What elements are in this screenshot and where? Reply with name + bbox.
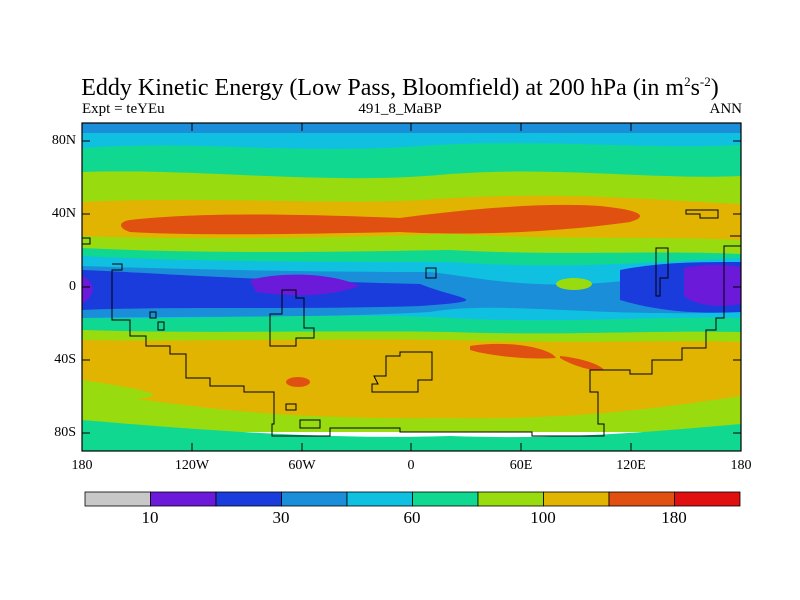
colorbar-label-180: 180 (661, 508, 687, 527)
coast-south-island (371, 351, 433, 393)
colorbar-box (281, 491, 348, 507)
xtick-label-180w: 180 (71, 458, 93, 473)
coast-small-island (425, 267, 437, 279)
colorbar-label-10: 10 (141, 508, 159, 527)
colorbar-box (608, 491, 675, 507)
subtitle-right: ANN (709, 101, 743, 117)
colorbar-label-100: 100 (530, 508, 556, 527)
axis-ticks (81, 123, 742, 451)
colorbar-box (215, 491, 282, 507)
title-main: Eddy Kinetic Energy (Low Pass, Bloomfiel… (81, 75, 685, 101)
colorbar-box (412, 491, 479, 507)
equator-minimum-edge (82, 276, 93, 304)
colorbar-label-60: 60 (403, 508, 421, 527)
subtitle-center: 491_8_MaBP (358, 101, 442, 117)
plot-title: Eddy Kinetic Energy (Low Pass, Bloomfiel… (0, 68, 800, 102)
xtick-label-120e: 120E (616, 458, 646, 473)
jet-core-north (121, 204, 640, 235)
title-sup-2: -2 (699, 74, 711, 89)
ytick-label-40n: 40N (51, 206, 76, 221)
ytick-label-80n: 80N (51, 133, 76, 148)
equator-lightgreen-spot (556, 278, 592, 290)
xtick-label-60e: 60E (509, 458, 533, 473)
colorbar-boxes (84, 491, 741, 507)
contour-fill (82, 123, 741, 451)
xtick-label-180e: 180 (730, 458, 752, 473)
band-north-green (82, 143, 741, 180)
colorbar-label-30: 30 (272, 508, 290, 527)
coast-islets-south (285, 403, 321, 429)
ytick-label-40s: 40S (54, 352, 76, 367)
title-end: ) (710, 75, 719, 101)
band-south-lightgreen-2 (82, 380, 741, 432)
colorbar-box (674, 491, 741, 507)
coast-mid-continent (269, 289, 315, 347)
coast-east-isthmus (655, 247, 669, 297)
jet-core-south-2 (560, 356, 604, 371)
jet-core-south-3 (286, 377, 310, 387)
band-south-green (82, 315, 741, 336)
coastlines (82, 209, 741, 437)
coast-nw (82, 237, 91, 245)
colorbar-box (477, 491, 544, 507)
colorbar-box (150, 491, 217, 507)
xtick-label-120w: 120W (174, 458, 210, 473)
xtick-label-0: 0 (407, 458, 415, 473)
ytick-label-0: 0 (69, 279, 76, 294)
equator-minimum-west (250, 274, 360, 296)
colorbar-box (346, 491, 413, 507)
subtitle-left: Expt = teYEu (82, 101, 165, 117)
coast-islets-west (149, 311, 165, 331)
equator-minimum-east (684, 264, 741, 306)
ytick-label-80s: 80S (54, 425, 76, 440)
coast-southern-continent (111, 245, 741, 437)
band-south-polar-green (82, 420, 741, 451)
colorbar-box (84, 491, 151, 507)
title-mid: s (690, 75, 700, 101)
title-sup-1: 2 (684, 74, 691, 89)
colorbar-box (543, 491, 610, 507)
jet-core-south-1 (470, 343, 556, 359)
xtick-label-60w: 60W (288, 458, 316, 473)
coast-ne-island (685, 209, 719, 219)
